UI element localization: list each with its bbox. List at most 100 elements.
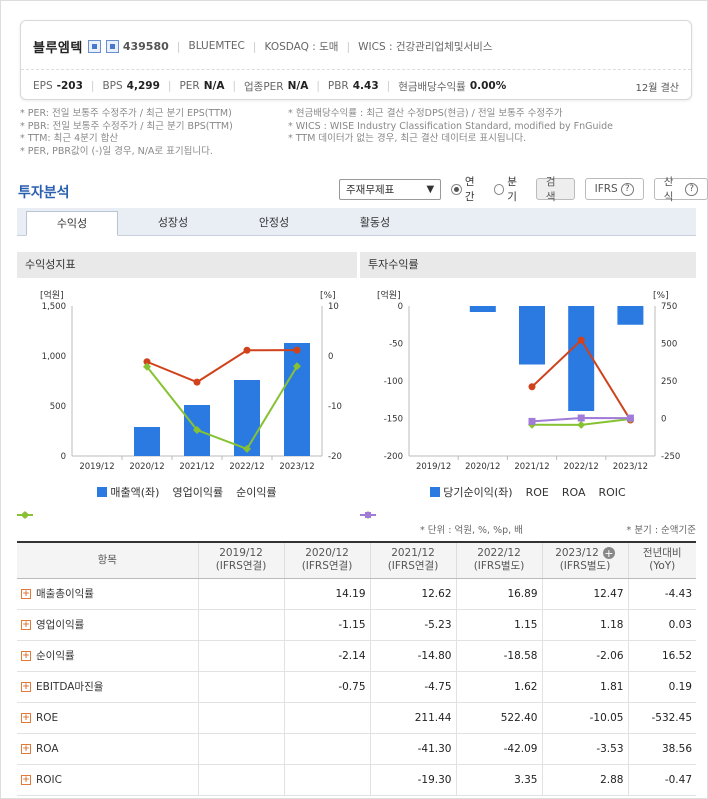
table-cell: 16.89 bbox=[456, 578, 543, 610]
tab-activity[interactable]: 활동성 bbox=[359, 216, 391, 229]
y-tick-left-label: 1,000 bbox=[42, 352, 66, 362]
y-axis-left-unit: [억원] bbox=[377, 289, 401, 301]
profitability-chart-panel: 수익성지표 [억원] [%] 0 500 1,000 1,500 -20 -10 0 10 2019… bbox=[17, 252, 357, 519]
metric-value-per: N/A bbox=[203, 80, 225, 92]
row-label-cell[interactable]: + EBITDA마진율 bbox=[17, 671, 199, 703]
separator: | bbox=[252, 39, 257, 53]
row-label-cell[interactable]: + ROA bbox=[17, 733, 199, 765]
table-cell: 211.44 bbox=[370, 702, 457, 734]
table-row: + ROIC -19.30 3.35 2.88 -0.47 bbox=[17, 764, 696, 796]
y-tick-left-label: 1,500 bbox=[42, 302, 66, 312]
legend-item[interactable]: ROA bbox=[360, 484, 585, 519]
legend-item[interactable]: 당기순이익(좌) bbox=[430, 484, 513, 500]
data-point bbox=[528, 383, 536, 391]
table-cell: -1.15 bbox=[284, 609, 371, 641]
separator: | bbox=[232, 80, 236, 92]
row-label-cell[interactable]: + 순이익률 bbox=[17, 640, 199, 672]
radio-quarter[interactable]: 분기 bbox=[493, 174, 526, 204]
column-header-period: 2023/12 + (IFRS별도) bbox=[542, 541, 629, 579]
y-tick-right-label: -20 bbox=[328, 452, 342, 462]
data-point bbox=[243, 346, 251, 354]
metric-value-pbr: 4.43 bbox=[352, 80, 379, 92]
expand-icon[interactable]: + bbox=[21, 589, 31, 599]
column-header-label: 2020/12 bbox=[305, 547, 349, 560]
column-header-period: 2021/12 (IFRS연결) bbox=[370, 541, 457, 579]
search-button[interactable]: 검색 bbox=[535, 176, 575, 203]
table-cell bbox=[198, 733, 285, 765]
metric-value-bps: 4,299 bbox=[126, 80, 160, 92]
table-row: + 매출총이익률 14.19 12.62 16.89 12.47 -4.43 bbox=[17, 578, 696, 610]
row-label: ROE bbox=[36, 711, 59, 724]
column-header-label: 2023/12 bbox=[555, 547, 599, 560]
y-tick-right-label: -250 bbox=[661, 452, 680, 462]
bar bbox=[134, 427, 160, 456]
table-cell: 522.40 bbox=[456, 702, 543, 734]
legend-item[interactable]: 순이익률 bbox=[17, 484, 277, 519]
expand-icon[interactable]: + bbox=[21, 620, 31, 630]
row-label: EBITDA마진율 bbox=[36, 681, 104, 693]
expand-icon[interactable]: + bbox=[21, 712, 31, 723]
tab-growth[interactable]: 성장성 bbox=[157, 216, 189, 229]
table-cell bbox=[284, 764, 371, 796]
table-cell: -2.14 bbox=[284, 640, 371, 672]
separator: | bbox=[90, 80, 95, 92]
metric-label-per: PER bbox=[179, 80, 200, 92]
x-tick-label: 2023/12 bbox=[613, 462, 648, 472]
fiscal-year-end: 12월 결산 bbox=[635, 82, 679, 94]
table-cell: 1.62 bbox=[456, 671, 543, 703]
tab-profitability[interactable]: 수익성 bbox=[26, 211, 118, 236]
row-label-cell[interactable]: + ROE bbox=[17, 702, 199, 734]
home-icon[interactable] bbox=[87, 39, 101, 53]
table-cell: 16.52 bbox=[628, 640, 696, 672]
expand-icon[interactable]: + bbox=[21, 743, 31, 754]
y-tick-right-label: 250 bbox=[661, 377, 677, 387]
notes-column-left: * PER: 전일 보통주 수정주가 / 최근 분기 EPS(TTM) * PB… bbox=[20, 108, 290, 158]
table-cell: 3.35 bbox=[456, 764, 543, 796]
company-name[interactable]: 블루엠텍 bbox=[33, 40, 83, 56]
table-cell bbox=[284, 702, 371, 734]
formula-help-button[interactable]: 산식 ? bbox=[653, 176, 708, 203]
row-label-cell[interactable]: + 영업이익률 bbox=[17, 609, 199, 641]
legend-label: 순이익률 bbox=[236, 486, 277, 499]
data-point bbox=[143, 362, 151, 371]
expand-icon[interactable]: + bbox=[21, 774, 31, 785]
radio-annual[interactable]: 연간 bbox=[451, 174, 483, 204]
series-line bbox=[146, 365, 298, 451]
table-cell: 38.56 bbox=[628, 733, 696, 765]
radio-dot[interactable] bbox=[493, 183, 505, 195]
table-cell: 1.15 bbox=[456, 609, 543, 641]
expand-icon[interactable]: + bbox=[21, 682, 31, 692]
row-label-cell[interactable]: + ROIC bbox=[17, 764, 199, 796]
column-header-basis: (IFRS별도) bbox=[559, 560, 611, 573]
table-cell: 2.88 bbox=[542, 764, 629, 796]
note-line: * PER: 전일 보통주 수정주가 / 최근 분기 EPS(TTM) bbox=[20, 108, 232, 119]
legend-item[interactable]: 매출액(좌) bbox=[97, 484, 159, 500]
expand-icon[interactable]: + bbox=[21, 651, 31, 661]
data-point bbox=[626, 414, 634, 422]
radio-annual-label: 연간 bbox=[464, 176, 475, 203]
tab-stability[interactable]: 안정성 bbox=[258, 216, 290, 229]
y-tick-left-label: -200 bbox=[384, 452, 403, 462]
table-cell: -4.75 bbox=[370, 671, 457, 703]
profitability-chart: [억원] [%] 0 500 1,000 1,500 -20 -10 0 10 2019/12 202… bbox=[40, 289, 342, 472]
column-header-period: 2022/12 (IFRS별도) bbox=[456, 541, 543, 579]
column-header-basis: (YoY) bbox=[649, 560, 676, 573]
ir-icon[interactable] bbox=[105, 39, 119, 53]
table-cell: 12.62 bbox=[370, 578, 457, 610]
legend-item[interactable]: ROE bbox=[360, 484, 549, 518]
unit-note: * 단위 : 억원, %, %p, 배 bbox=[420, 525, 523, 536]
market-info: KOSDAQ : 도매 bbox=[264, 40, 339, 53]
wics-info: WICS : 건강관리업체및서비스 bbox=[358, 40, 493, 53]
row-label-cell[interactable]: + 매출총이익률 bbox=[17, 578, 199, 610]
statement-type-select[interactable]: 주재무제표 ▼ bbox=[339, 178, 442, 200]
ifrs-help-button[interactable]: IFRS ? bbox=[584, 178, 644, 200]
column-header-period: 2019/12 (IFRS연결) bbox=[198, 541, 285, 579]
legend-item[interactable]: ROIC bbox=[360, 484, 626, 518]
company-summary-card: 블루엠텍 439580 | BLUEMTEC | KOSDAQ : 도매 | W… bbox=[20, 20, 692, 100]
bar bbox=[519, 306, 545, 365]
column-header-label: 2022/12 bbox=[477, 547, 521, 560]
add-column-icon[interactable]: + bbox=[602, 546, 615, 560]
legend-item[interactable]: 영업이익률 bbox=[17, 484, 223, 518]
radio-dot-selected[interactable] bbox=[451, 183, 462, 195]
column-header-label: 전년대비 bbox=[642, 547, 682, 560]
